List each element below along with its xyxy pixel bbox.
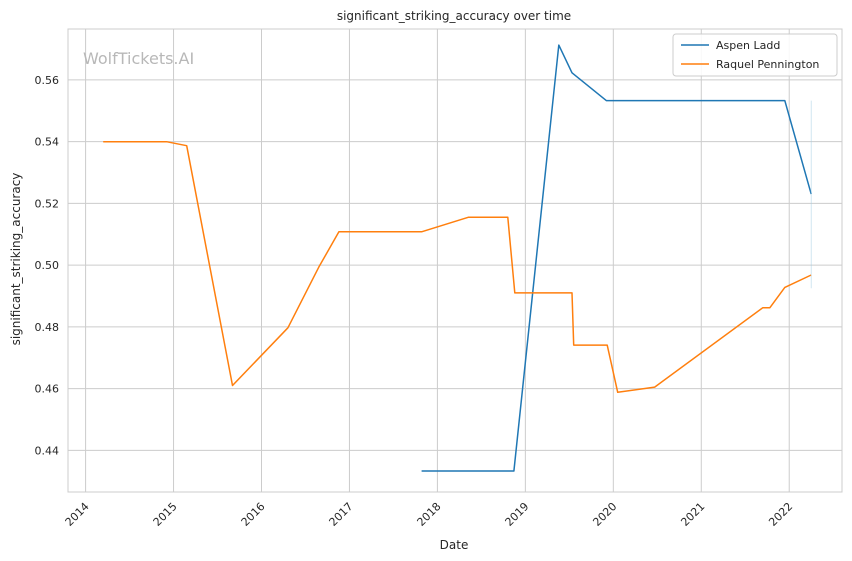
watermark: WolfTickets.AI (83, 49, 194, 68)
legend-label-raquel-pennington: Raquel Pennington (716, 58, 819, 71)
series-lines (103, 44, 812, 472)
legend: Aspen Ladd Raquel Pennington (672, 33, 838, 77)
y-tick-label: 0.48 (35, 321, 60, 334)
legend-label-aspen-ladd: Aspen Ladd (716, 39, 780, 52)
plot-area (68, 29, 842, 492)
chart-title: significant_striking_accuracy over time (337, 9, 571, 23)
legend-box (672, 33, 838, 77)
y-tick-label: 0.56 (35, 74, 60, 87)
y-axis-title: significant_striking_accuracy (9, 173, 23, 346)
y-tick-label: 0.52 (35, 197, 60, 210)
grid-lines (68, 29, 842, 492)
y-tick-label: 0.54 (35, 136, 60, 149)
y-tick-label: 0.46 (35, 383, 60, 396)
y-tick-label: 0.50 (35, 259, 60, 272)
series-line-aspen-ladd (421, 44, 812, 472)
y-tick-label: 0.44 (35, 444, 60, 457)
plot-frame (67, 28, 843, 493)
x-axis-title: Date (440, 538, 469, 552)
series-line-raquel-pennington (103, 140, 812, 394)
y-axis-ticks: 0.44 0.46 0.48 0.50 0.52 0.54 0.56 (35, 74, 60, 457)
